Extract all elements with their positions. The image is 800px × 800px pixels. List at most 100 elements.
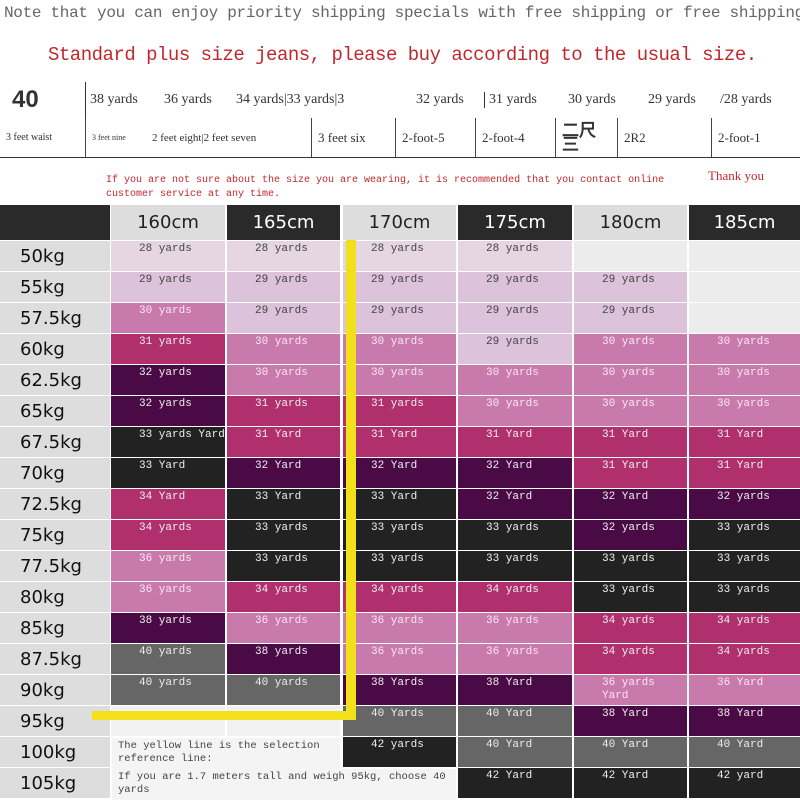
waist-label: 3 feet six	[312, 118, 396, 157]
waist-label: 3 feet nine	[92, 132, 126, 142]
height-header: 175cm	[458, 205, 572, 240]
weight-label: 87.5kg	[0, 644, 110, 674]
height-header: 160cm	[111, 205, 225, 240]
size-chart-grid: 160cm 165cm 170cm 175cm 180cm 185cm 50kg 55kg 57…	[0, 205, 800, 800]
size-cell: 30 yards	[689, 334, 800, 364]
weight-label: 105kg	[0, 768, 110, 798]
size-cell: 34 yards	[689, 613, 800, 643]
size-cell: 30 yards	[574, 396, 687, 426]
size-cell: 30 yards	[574, 365, 687, 395]
height-header: 180cm	[574, 205, 687, 240]
size-cell: 30 yards	[343, 334, 456, 364]
size-cell: 36 yards	[111, 582, 225, 612]
contact-tip: If you are not sure about the size you a…	[106, 175, 665, 200]
size-cell: 31 Yard	[343, 427, 456, 457]
size-cell: 34 yards	[343, 582, 456, 612]
waist-label: 二尺三	[556, 118, 618, 157]
size-cell: 29 yards	[227, 272, 340, 302]
size-cell: 38 yards	[227, 644, 340, 674]
example-note: If you are 1.7 meters tall and weigh 95k…	[112, 769, 456, 800]
size-cell: 32 yards	[574, 520, 687, 550]
size-cell: 29 yards	[343, 272, 456, 302]
waist-label: 2-foot-5	[396, 118, 476, 157]
size-cell: 33 yards	[227, 551, 340, 581]
size-cell: 36 yards Yard	[574, 675, 687, 705]
size-label: 38 yards	[90, 92, 138, 107]
size-cell: 34 Yard	[111, 489, 225, 519]
size-cell: 30 yards	[343, 365, 456, 395]
size-cell: 32 Yard	[343, 458, 456, 488]
size-cell	[574, 241, 687, 271]
weight-label: 72.5kg	[0, 489, 110, 519]
size-cell: 40 Yard	[458, 737, 572, 767]
size-cell: 36 yards	[458, 613, 572, 643]
size-cell: 31 Yard	[227, 427, 340, 457]
size-label: 29 yards	[648, 92, 696, 107]
weight-label: 100kg	[0, 737, 110, 767]
size-cell: 36 yards	[343, 613, 456, 643]
size-cell: 42 yard	[689, 768, 800, 798]
weight-label: 62.5kg	[0, 365, 110, 395]
height-header: 165cm	[227, 205, 340, 240]
weight-label: 95kg	[0, 706, 110, 736]
size-cell: 32 Yard	[458, 458, 572, 488]
size-cell: 38 yards	[111, 613, 225, 643]
yellow-line-note: The yellow line is the selection referen…	[112, 738, 340, 769]
size-cell: 31 Yard	[689, 427, 800, 457]
size-label: /28 yards	[720, 92, 772, 107]
weight-label: 50kg	[0, 241, 110, 271]
height-header: 185cm	[689, 205, 800, 240]
size-cell: 40 yards	[227, 675, 340, 705]
size-cell: 29 yards	[458, 334, 572, 364]
size-cell: 33 yards	[689, 520, 800, 550]
size-cell: 33 Yard	[343, 489, 456, 519]
yellow-reference-line-vertical	[346, 240, 356, 718]
weight-label: 60kg	[0, 334, 110, 364]
size-cell: 30 yards	[458, 396, 572, 426]
size-cell: 32 Yard	[574, 489, 687, 519]
size-cell: 42 Yard	[574, 768, 687, 798]
size-cell: 42 Yard	[458, 768, 572, 798]
yellow-reference-line-horizontal	[92, 711, 356, 720]
size-cell: 31 yards	[227, 396, 340, 426]
size-cell: 36 yards	[227, 613, 340, 643]
size-cell: 29 yards	[458, 272, 572, 302]
weight-label: 55kg	[0, 272, 110, 302]
size-cell: 33 yards	[343, 520, 456, 550]
size-cell: 32 Yard	[458, 489, 572, 519]
size-cell: 36 yards	[343, 644, 456, 674]
size-cell: 30 yards	[574, 334, 687, 364]
size-cell: 30 yards	[111, 303, 225, 333]
size-cell: 31 yards	[343, 396, 456, 426]
size-cell: 32 Yard	[227, 458, 340, 488]
size-cell: 29 yards	[574, 272, 687, 302]
waist-label: 2-foot-4	[476, 118, 556, 157]
size-cell: 28 yards	[227, 241, 340, 271]
weight-label: 67.5kg	[0, 427, 110, 457]
size-cell: 30 yards	[227, 365, 340, 395]
size-cell	[689, 272, 800, 302]
size-cell: 31 Yard	[574, 427, 687, 457]
size-cell: 38 Yard	[689, 706, 800, 736]
size-cell: 34 yards	[227, 582, 340, 612]
height-header: 170cm	[343, 205, 456, 240]
size-label: 40	[0, 82, 86, 118]
size-cell: 38 Yard	[458, 675, 572, 705]
weight-label: 65kg	[0, 396, 110, 426]
size-cell: 29 yards	[111, 272, 225, 302]
size-cell: 33 yards	[458, 520, 572, 550]
size-cell: 29 yards	[458, 303, 572, 333]
size-cell: 40 Yard	[689, 737, 800, 767]
size-cell	[689, 241, 800, 271]
size-cell: 33 yards	[343, 551, 456, 581]
size-cell: 30 yards	[458, 365, 572, 395]
size-cell: 30 yards	[689, 396, 800, 426]
size-cell: 28 yards	[111, 241, 225, 271]
size-cell: 40 Yard	[574, 737, 687, 767]
size-row: 40 38 yards 36 yards 34 yards|33 yards|3…	[0, 82, 800, 118]
size-cell: 32 yards	[111, 396, 225, 426]
weight-label: 90kg	[0, 675, 110, 705]
weight-label: 80kg	[0, 582, 110, 612]
size-cell: 28 yards	[343, 241, 456, 271]
size-cell: 33 yards	[574, 582, 687, 612]
